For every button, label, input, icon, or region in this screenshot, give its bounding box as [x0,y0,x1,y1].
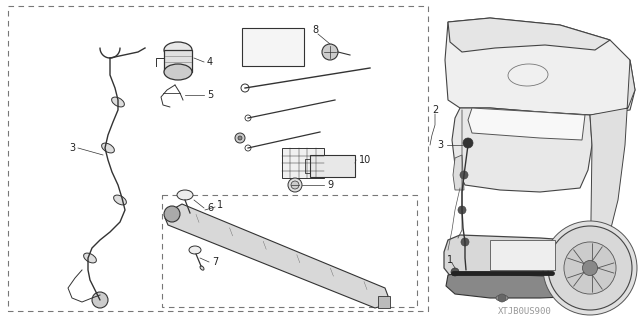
Polygon shape [378,296,390,308]
Polygon shape [452,108,592,192]
Circle shape [543,221,637,315]
Circle shape [238,136,242,140]
Polygon shape [448,18,610,52]
Ellipse shape [164,42,192,58]
Circle shape [582,260,598,276]
Circle shape [92,292,108,308]
Ellipse shape [496,295,508,301]
Ellipse shape [508,64,548,86]
Circle shape [288,178,302,192]
Circle shape [460,171,468,179]
Ellipse shape [177,190,193,200]
Ellipse shape [164,64,192,80]
Ellipse shape [200,266,204,270]
Polygon shape [453,155,464,190]
Circle shape [245,115,251,121]
Circle shape [564,242,616,294]
Circle shape [548,226,632,310]
Circle shape [291,181,299,189]
Text: 5: 5 [207,90,213,100]
Circle shape [463,138,473,148]
Ellipse shape [102,143,115,153]
Text: 3: 3 [69,143,75,153]
Text: 1: 1 [447,255,453,265]
Circle shape [245,145,251,151]
Bar [310,155,355,177]
Circle shape [461,238,469,246]
Text: 8: 8 [312,25,318,35]
Circle shape [458,206,466,214]
Polygon shape [444,235,605,288]
Text: 3: 3 [437,140,443,150]
Bar [282,148,324,178]
Ellipse shape [189,246,201,254]
Bar [162,195,417,307]
Text: 10: 10 [359,155,371,165]
Circle shape [451,268,459,276]
Circle shape [498,294,506,302]
Ellipse shape [111,97,124,107]
Ellipse shape [84,253,97,263]
Polygon shape [468,108,585,140]
Bar [164,50,192,72]
Ellipse shape [189,212,193,218]
Text: 4: 4 [207,57,213,67]
Bar [8,6,428,311]
Polygon shape [590,60,635,290]
Text: 9: 9 [327,180,333,190]
Bar [490,240,555,270]
Text: 7: 7 [212,257,218,267]
Text: 6: 6 [207,203,213,213]
Text: 2: 2 [432,105,438,115]
Ellipse shape [114,195,126,205]
Circle shape [322,44,338,60]
Circle shape [164,206,180,222]
Polygon shape [446,273,600,298]
Circle shape [235,133,245,143]
Polygon shape [445,18,635,115]
Text: 1: 1 [217,200,223,210]
Bar [242,28,304,66]
Polygon shape [165,204,388,308]
Circle shape [241,84,249,92]
Text: XTJB0US900: XTJB0US900 [498,308,552,316]
